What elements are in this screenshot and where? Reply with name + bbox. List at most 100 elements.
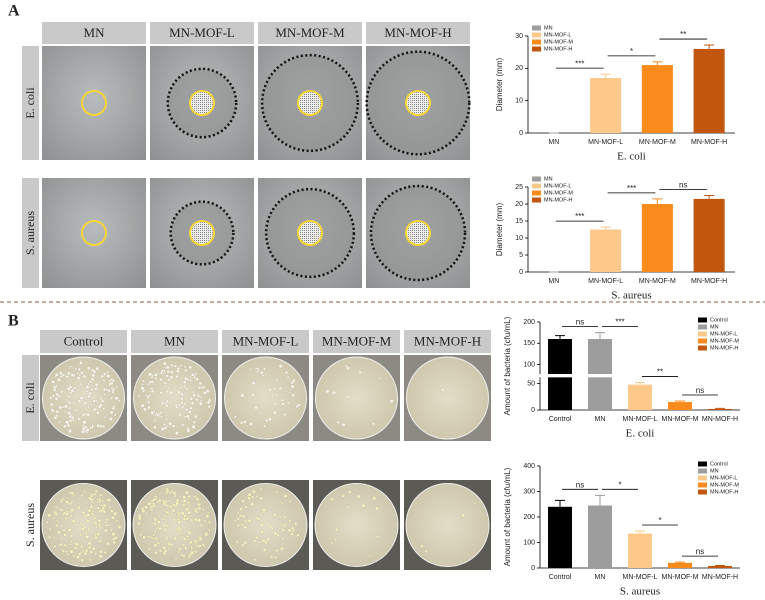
- colony: [196, 394, 201, 398]
- colony: [103, 393, 106, 396]
- significance: ns: [696, 386, 704, 395]
- colony: [259, 540, 263, 544]
- colony: [183, 537, 187, 541]
- colony: [461, 513, 465, 518]
- colony: [93, 516, 97, 520]
- colony: [163, 426, 168, 430]
- colony: [189, 406, 193, 410]
- colony: [150, 536, 153, 539]
- colony: [52, 536, 56, 540]
- colony: [60, 497, 65, 501]
- colony: [106, 374, 111, 378]
- colony: [63, 410, 67, 414]
- colony: [64, 516, 68, 520]
- colony: [452, 401, 455, 404]
- colony: [75, 408, 78, 412]
- colony: [110, 509, 114, 513]
- colony: [110, 396, 114, 400]
- colony: [80, 429, 85, 434]
- colony: [97, 404, 102, 409]
- colony: [90, 512, 94, 515]
- colony: [90, 538, 94, 541]
- colony: [251, 381, 256, 386]
- bar: [641, 65, 673, 133]
- colony: [261, 538, 266, 543]
- row-label: E. coli: [23, 382, 37, 414]
- colony: [166, 390, 170, 394]
- y-tick-label: 0: [531, 565, 535, 572]
- colony: [108, 505, 111, 509]
- colony: [205, 389, 210, 393]
- colony: [177, 532, 181, 535]
- colony: [262, 547, 267, 552]
- y-axis-title: Diameter (mm): [495, 58, 504, 112]
- colony: [348, 490, 352, 494]
- colony: [165, 510, 170, 515]
- colony: [78, 505, 81, 508]
- colony: [177, 550, 181, 554]
- colony: [159, 371, 163, 375]
- column-header: [366, 22, 470, 44]
- colony: [284, 370, 289, 375]
- colony: [150, 376, 154, 379]
- colony: [87, 382, 90, 386]
- colony: [167, 542, 172, 546]
- colony: [62, 528, 66, 532]
- colony: [185, 387, 189, 391]
- colony: [175, 501, 180, 506]
- colony: [63, 404, 68, 409]
- colony: [100, 374, 104, 378]
- y-tick-label: 0: [519, 130, 523, 137]
- colony: [76, 376, 81, 380]
- colony: [102, 510, 106, 514]
- colony: [95, 366, 100, 371]
- colony: [79, 533, 83, 537]
- legend-swatch: [698, 345, 707, 351]
- colony: [375, 506, 379, 511]
- error-bar: [595, 332, 605, 340]
- legend-label: MN-MOF-H: [544, 197, 572, 203]
- colony: [244, 505, 248, 509]
- colony: [111, 532, 116, 537]
- significance: *: [618, 480, 621, 489]
- colony: [87, 394, 91, 399]
- colony: [59, 542, 63, 547]
- colony: [79, 361, 83, 365]
- x-tick-label: MN-MOF-L: [588, 139, 623, 146]
- colony: [53, 544, 57, 548]
- colony: [190, 514, 193, 518]
- colony: [183, 365, 187, 369]
- colony: [117, 525, 122, 529]
- panel-label: A: [8, 3, 20, 20]
- colony: [294, 522, 298, 526]
- colony: [280, 398, 284, 402]
- colony: [165, 374, 169, 378]
- colony: [54, 523, 59, 528]
- colony: [263, 367, 266, 371]
- colony: [441, 388, 445, 392]
- colony: [268, 388, 272, 392]
- colony: [96, 532, 100, 536]
- colony: [236, 511, 240, 515]
- colony: [102, 379, 106, 382]
- colony: [79, 521, 82, 525]
- colony: [177, 520, 181, 524]
- colony: [181, 424, 184, 427]
- colony: [74, 523, 78, 527]
- colony: [94, 524, 99, 529]
- colony: [96, 498, 99, 501]
- petri-dish: [223, 483, 308, 567]
- colony: [98, 554, 103, 559]
- colony: [80, 527, 85, 531]
- panel-label: B: [8, 313, 19, 330]
- colony: [174, 403, 178, 407]
- colony: [72, 390, 76, 393]
- colony: [88, 403, 92, 406]
- colony: [50, 408, 54, 412]
- colony: [200, 399, 203, 402]
- colony: [168, 499, 171, 503]
- colony: [154, 536, 158, 540]
- colony: [78, 373, 82, 377]
- colony: [233, 415, 237, 419]
- colony: [195, 497, 200, 501]
